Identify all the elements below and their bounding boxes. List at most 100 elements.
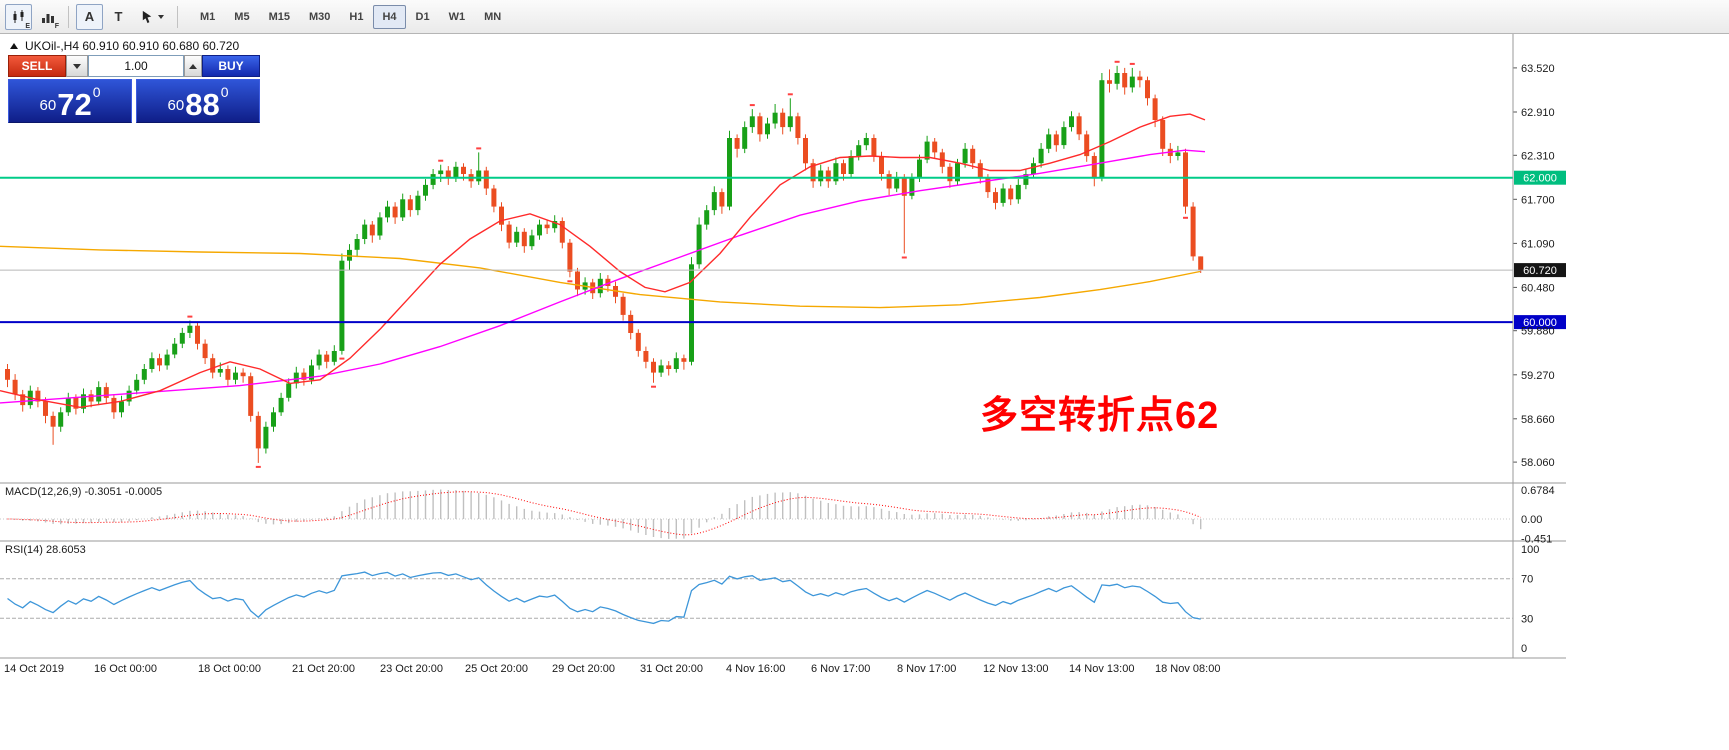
- price-chart-canvas[interactable]: 62.000 60.000 60.720 63.520 62.910 62.310 61.7…: [0, 34, 1729, 750]
- ma-line-fast-red: [0, 113, 1206, 409]
- rsi-label: RSI(14) 28.6053: [5, 544, 86, 556]
- svg-text:60.480: 60.480: [1521, 282, 1555, 294]
- svg-text:8 Nov 17:00: 8 Nov 17:00: [897, 663, 956, 675]
- svg-text:59.880: 59.880: [1521, 326, 1555, 338]
- bars-icon: [41, 13, 54, 23]
- timeframe-m30-button[interactable]: M30: [300, 5, 339, 29]
- rsi-line: [7, 571, 1201, 625]
- buy-price-display[interactable]: 60 88 0: [136, 79, 260, 123]
- svg-text:30: 30: [1521, 613, 1533, 625]
- volume-input[interactable]: [88, 55, 184, 77]
- svg-text:60.000: 60.000: [1523, 317, 1557, 329]
- pattern-indicator-button[interactable]: E: [5, 3, 32, 30]
- text-tool-label: T: [114, 9, 123, 24]
- histogram-tool-button[interactable]: F: [34, 4, 61, 30]
- svg-text:62.310: 62.310: [1521, 150, 1555, 162]
- timeframe-w1-button[interactable]: W1: [440, 5, 475, 29]
- chart-annotation-text: 多空转折点62: [980, 395, 1220, 437]
- ma-line-mid-magenta: [0, 149, 1206, 404]
- timeframe-h1-button[interactable]: H1: [340, 5, 372, 29]
- macd-signal-line: [7, 491, 1201, 536]
- panel-separators: [0, 34, 1566, 659]
- svg-text:70: 70: [1521, 574, 1533, 586]
- button-subscript-f: F: [54, 22, 59, 30]
- price-tag-62.000: [1514, 170, 1566, 185]
- symbol-ohlc-line: UKOil-,H4 60.910 60.910 60.680 60.720: [10, 39, 239, 53]
- svg-text:21 Oct 20:00: 21 Oct 20:00: [292, 663, 355, 675]
- buy-button[interactable]: BUY: [202, 55, 260, 77]
- chevron-down-icon: [158, 14, 164, 19]
- svg-text:31 Oct 20:00: 31 Oct 20:00: [640, 663, 703, 675]
- price-axis[interactable]: 63.520 62.910 62.310 61.700 61.090 60.480 59.8…: [1513, 63, 1555, 469]
- svg-text:59.270: 59.270: [1521, 370, 1555, 382]
- buy-price-main: 60: [167, 97, 185, 114]
- toolbar-separator: [68, 5, 69, 28]
- ma-line-slow-orange: [0, 245, 1201, 309]
- arrow-tool-label: A: [84, 9, 95, 24]
- button-subscript-e: E: [25, 22, 30, 30]
- svg-text:14 Oct 2019: 14 Oct 2019: [4, 663, 64, 675]
- cursor-icon: [142, 10, 152, 24]
- arrow-tool-button[interactable]: A: [76, 3, 103, 30]
- svg-text:0: 0: [1521, 643, 1527, 655]
- cursor-tool-dropdown-button[interactable]: [134, 4, 170, 30]
- volume-dropdown-button[interactable]: [66, 55, 88, 77]
- svg-text:62.000: 62.000: [1523, 173, 1557, 185]
- time-axis[interactable]: 14 Oct 2019 16 Oct 00:00 18 Oct 00:00 21 Oc…: [4, 663, 1220, 675]
- timeframe-m15-button[interactable]: M15: [260, 5, 299, 29]
- main-toolbar: E F A T M1 M5 M15 M30 H1 H4 D1 W1 MN: [0, 0, 1729, 34]
- sell-price-pips: 72: [57, 87, 92, 122]
- rsi-panel: 100 70 30 0: [0, 544, 1539, 655]
- horizontal-levels: 62.000 60.000 60.720: [0, 170, 1566, 330]
- svg-text:0.00: 0.00: [1521, 514, 1542, 526]
- svg-text:60.720: 60.720: [1523, 265, 1557, 277]
- timeframe-m1-button[interactable]: M1: [191, 5, 224, 29]
- candlestick-series: [5, 65, 1204, 463]
- moving-averages: [0, 113, 1206, 409]
- price-tag-60.000: [1514, 315, 1566, 330]
- toolbar-separator: [177, 5, 178, 28]
- svg-text:58.060: 58.060: [1521, 457, 1555, 469]
- macd-label: MACD(12,26,9) -0.3051 -0.0005: [5, 486, 163, 498]
- svg-text:25 Oct 20:00: 25 Oct 20:00: [465, 663, 528, 675]
- svg-text:12 Nov 13:00: 12 Nov 13:00: [983, 663, 1048, 675]
- timeframe-d1-button[interactable]: D1: [407, 5, 439, 29]
- one-click-trade-panel: SELL BUY 60 72 0 60 88 0: [8, 55, 260, 123]
- buy-price-frac: 0: [220, 84, 229, 100]
- svg-text:6 Nov 17:00: 6 Nov 17:00: [811, 663, 870, 675]
- macd-panel: 0.6784 0.00 -0.451: [0, 485, 1555, 545]
- svg-text:61.090: 61.090: [1521, 238, 1555, 250]
- sell-price-main: 60: [39, 97, 57, 114]
- svg-text:58.660: 58.660: [1521, 414, 1555, 426]
- timeframe-m5-button[interactable]: M5: [225, 5, 258, 29]
- sell-price-display[interactable]: 60 72 0: [8, 79, 132, 123]
- svg-text:18 Nov 08:00: 18 Nov 08:00: [1155, 663, 1220, 675]
- svg-text:61.700: 61.700: [1521, 194, 1555, 206]
- svg-text:18 Oct 00:00: 18 Oct 00:00: [198, 663, 261, 675]
- timeframe-mn-button[interactable]: MN: [475, 5, 510, 29]
- svg-text:23 Oct 20:00: 23 Oct 20:00: [380, 663, 443, 675]
- svg-text:29 Oct 20:00: 29 Oct 20:00: [552, 663, 615, 675]
- volume-up-button[interactable]: [184, 55, 202, 77]
- chart-area: 62.000 60.000 60.720 63.520 62.910 62.310 61.7…: [0, 34, 1729, 750]
- timeframe-h4-button[interactable]: H4: [373, 4, 406, 29]
- svg-text:-0.451: -0.451: [1521, 533, 1552, 545]
- timeframe-toolbar: M1 M5 M15 M30 H1 H4 D1 W1 MN: [191, 4, 510, 29]
- candlestick-pattern-icon: [13, 9, 23, 23]
- symbol-ohlc-text: UKOil-,H4 60.910 60.910 60.680 60.720: [25, 39, 240, 53]
- svg-text:63.520: 63.520: [1521, 63, 1555, 75]
- svg-text:0.6784: 0.6784: [1521, 485, 1555, 497]
- svg-text:14 Nov 13:00: 14 Nov 13:00: [1069, 663, 1134, 675]
- trade-controls-row: SELL BUY: [8, 55, 260, 77]
- svg-text:16 Oct 00:00: 16 Oct 00:00: [94, 663, 157, 675]
- sell-button[interactable]: SELL: [8, 55, 66, 77]
- svg-text:4 Nov 16:00: 4 Nov 16:00: [726, 663, 785, 675]
- collapse-panel-triangle-icon[interactable]: [10, 43, 18, 49]
- svg-text:62.910: 62.910: [1521, 107, 1555, 119]
- text-tool-button[interactable]: T: [105, 4, 132, 30]
- buy-price-pips: 88: [185, 87, 220, 122]
- sell-price-frac: 0: [92, 84, 101, 100]
- price-tag-60.720: [1514, 263, 1566, 278]
- trade-prices-row: 60 72 0 60 88 0: [8, 79, 260, 123]
